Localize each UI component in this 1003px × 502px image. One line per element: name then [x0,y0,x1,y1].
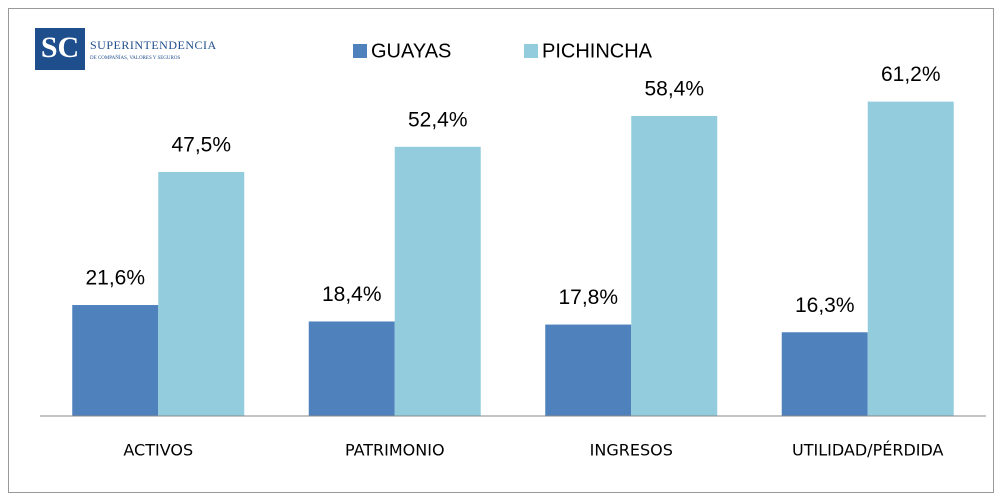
bar [394,146,481,416]
bar [545,324,632,416]
bar [308,321,395,416]
value-label: 18,4% [322,283,382,306]
x-tick-label: INGRESOS [590,441,673,460]
bar [631,115,718,417]
x-tick-label: UTILIDAD/PÉRDIDA [792,441,943,460]
legend-swatch [353,44,367,58]
bar [781,332,868,416]
x-tick-label: ACTIVOS [123,441,193,460]
logo-emblem [35,28,85,70]
bar [72,305,159,416]
bar [867,101,954,416]
value-label: 52,4% [408,108,468,131]
logo-mark: SC [41,31,79,64]
frame [8,8,994,493]
value-label: 61,2% [881,63,941,86]
legend-label: GUAYAS [371,40,451,62]
value-label: 58,4% [644,78,704,101]
value-label: 47,5% [171,134,231,157]
legend-label: PICHINCHA [542,40,653,62]
logo: SC SUPERINTENDENCIA DE COMPAÑÍAS, VALORE… [35,28,217,70]
bar [158,171,245,416]
value-label: 17,8% [558,286,618,309]
logo-name: SUPERINTENDENCIA [90,38,217,52]
logo-subtitle: DE COMPAÑÍAS, VALORES Y SEGUROS [90,55,180,61]
value-label: 16,3% [795,294,855,317]
legend-swatch [524,44,538,58]
value-label: 21,6% [85,267,145,290]
x-tick-label: PATRIMONIO [345,441,445,460]
